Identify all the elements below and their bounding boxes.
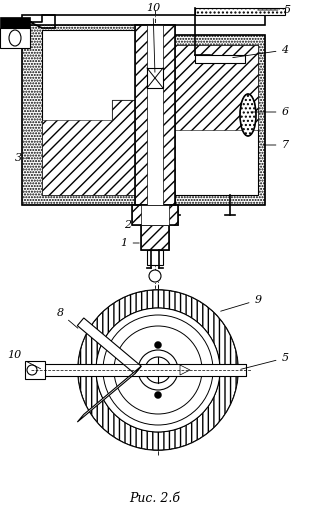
Text: 4: 4 bbox=[233, 45, 289, 58]
Ellipse shape bbox=[9, 30, 21, 46]
Polygon shape bbox=[147, 250, 163, 265]
Text: 5: 5 bbox=[241, 353, 289, 370]
Circle shape bbox=[138, 350, 178, 390]
Polygon shape bbox=[147, 25, 163, 205]
Polygon shape bbox=[22, 15, 265, 25]
Text: 5: 5 bbox=[258, 5, 290, 15]
Polygon shape bbox=[22, 20, 152, 205]
Text: 1: 1 bbox=[121, 238, 139, 248]
Polygon shape bbox=[0, 28, 30, 48]
Text: 3: 3 bbox=[15, 153, 29, 163]
Circle shape bbox=[27, 365, 37, 375]
Text: 7: 7 bbox=[263, 140, 289, 150]
Polygon shape bbox=[158, 45, 258, 195]
Polygon shape bbox=[77, 366, 141, 422]
Circle shape bbox=[154, 391, 162, 399]
Circle shape bbox=[154, 342, 162, 349]
Polygon shape bbox=[180, 365, 190, 375]
Circle shape bbox=[78, 290, 238, 450]
Text: 10: 10 bbox=[146, 3, 160, 72]
Polygon shape bbox=[42, 100, 148, 195]
Text: Рис. 2.б: Рис. 2.б bbox=[129, 492, 180, 504]
Text: 2: 2 bbox=[125, 217, 140, 230]
Circle shape bbox=[96, 308, 220, 432]
Bar bbox=[147, 68, 163, 88]
Polygon shape bbox=[195, 55, 245, 63]
Polygon shape bbox=[195, 8, 285, 15]
Bar bbox=[43, 364, 246, 376]
Circle shape bbox=[114, 326, 202, 414]
Polygon shape bbox=[141, 205, 169, 225]
Polygon shape bbox=[0, 17, 30, 28]
Polygon shape bbox=[141, 225, 169, 250]
Circle shape bbox=[145, 357, 171, 383]
Polygon shape bbox=[158, 45, 258, 130]
Text: 9: 9 bbox=[221, 295, 261, 311]
Polygon shape bbox=[152, 35, 265, 205]
Polygon shape bbox=[132, 205, 178, 225]
Polygon shape bbox=[77, 318, 141, 374]
Circle shape bbox=[103, 315, 213, 425]
Polygon shape bbox=[42, 30, 148, 195]
Bar bbox=[25, 361, 45, 379]
Circle shape bbox=[149, 270, 161, 282]
Circle shape bbox=[155, 367, 160, 373]
Polygon shape bbox=[135, 25, 175, 205]
Ellipse shape bbox=[240, 94, 256, 136]
Text: 8: 8 bbox=[57, 308, 78, 328]
Wedge shape bbox=[78, 290, 238, 450]
Text: 10: 10 bbox=[7, 350, 40, 369]
Text: 6: 6 bbox=[251, 107, 289, 117]
